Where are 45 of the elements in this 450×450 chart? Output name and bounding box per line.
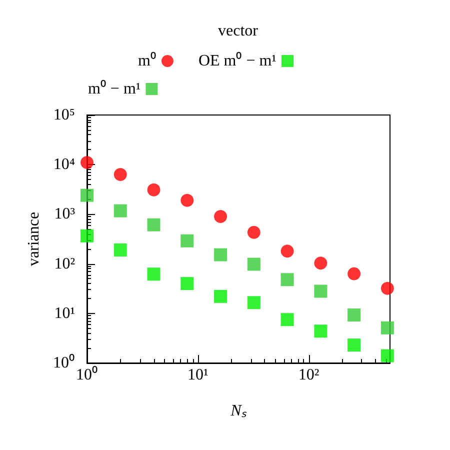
point [147,183,160,196]
point [80,229,94,242]
point [280,313,294,326]
y-tick-label: 10⁰ [53,354,75,372]
legend-label: m⁰ − m¹ [88,80,141,98]
legend-label: m⁰ [138,52,156,70]
point [314,324,328,338]
y-axis-title: variance [26,212,42,266]
y-tick-label: 10² [54,255,76,272]
x-tick-label: 10¹ [187,366,208,384]
y-tick-label: 10¹ [54,304,76,322]
x-axis-title: Nₛ [230,402,248,420]
point [380,282,394,295]
point [247,296,260,310]
point [114,204,127,218]
point [314,256,328,270]
x-tick-label: 10² [298,366,320,384]
point [147,218,160,232]
point [114,243,127,256]
y-tick-label: 10⁵ [53,106,75,124]
point [80,188,94,202]
y-tick-label: 10³ [54,206,76,223]
point [280,273,294,286]
legend-label: OE m⁰ − m¹ [198,52,277,70]
point [348,338,361,352]
point [214,290,228,303]
point [180,234,194,248]
x-tick-label: 10⁰ [76,366,98,384]
point [247,226,260,239]
point [280,244,294,258]
point [180,277,194,290]
point [180,194,194,207]
point [348,308,361,322]
point [147,268,160,281]
point [380,321,394,334]
y-tick-label: 10⁴ [53,156,76,174]
legend-title: vector [218,22,259,40]
point [314,284,328,298]
point [247,258,260,271]
point [348,267,361,280]
point [214,248,228,262]
point [214,210,228,223]
point [114,168,127,182]
point [80,156,94,170]
point [380,349,394,362]
